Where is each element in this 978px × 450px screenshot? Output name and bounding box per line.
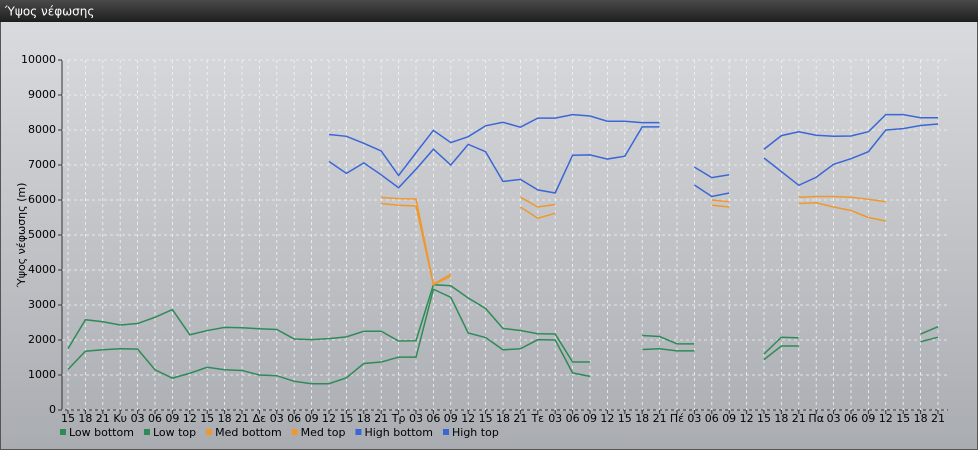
x-tick-label: 21 — [792, 412, 806, 425]
x-tick-label: 18 — [496, 412, 510, 425]
x-tick-label: Κυ — [113, 412, 127, 425]
chart-title: Ύψος νέφωσης — [4, 5, 94, 19]
x-tick-label: 09 — [305, 412, 319, 425]
x-tick-label: 09 — [583, 412, 597, 425]
x-tick-label: 12 — [600, 412, 614, 425]
x-tick-label: 06 — [705, 412, 719, 425]
y-tick-label: 8000 — [28, 123, 56, 136]
legend-label: Low bottom — [69, 426, 134, 439]
x-tick-label: 09 — [444, 412, 458, 425]
series-line — [67, 288, 939, 385]
x-tick-label: 21 — [235, 412, 249, 425]
y-tick-label: 3000 — [28, 298, 56, 311]
x-tick-label: 12 — [183, 412, 197, 425]
x-tick-label: 09 — [861, 412, 875, 425]
x-tick-label: 03 — [827, 412, 841, 425]
x-tick-label: 21 — [374, 412, 388, 425]
x-tick-label: 03 — [548, 412, 562, 425]
legend-label: High top — [452, 426, 499, 439]
x-tick-label: 18 — [914, 412, 928, 425]
x-tick-label: 12 — [322, 412, 336, 425]
x-tick-label: 03 — [270, 412, 284, 425]
x-tick-label: Δε — [253, 412, 267, 425]
x-tick-label: 18 — [78, 412, 92, 425]
x-tick-label: 18 — [357, 412, 371, 425]
y-axis-label: Ύψος νέφωσης (m) — [15, 183, 28, 289]
x-tick-label: 12 — [461, 412, 475, 425]
legend-marker — [443, 429, 449, 435]
y-tick-label: 2000 — [28, 333, 56, 346]
legend-marker — [206, 429, 213, 435]
x-tick-label: 15 — [200, 412, 214, 425]
x-tick-label: 15 — [618, 412, 632, 425]
x-tick-label: 15 — [896, 412, 910, 425]
x-tick-label: 03 — [131, 412, 145, 425]
legend-label: Low top — [153, 426, 196, 439]
x-tick-label: Πέ — [670, 412, 684, 425]
x-tick-label: 09 — [722, 412, 736, 425]
series-line — [381, 195, 886, 286]
x-tick-label: 21 — [931, 412, 945, 425]
y-tick-label: 0 — [49, 403, 56, 416]
legend-label: High bottom — [364, 426, 433, 439]
x-tick-label: 06 — [287, 412, 301, 425]
x-tick-label: 03 — [687, 412, 701, 425]
x-tick-label: 15 — [757, 412, 771, 425]
x-tick-label: 18 — [774, 412, 788, 425]
x-tick-label: Τε — [530, 412, 544, 425]
legend-marker — [355, 429, 362, 435]
y-tick-label: 9000 — [28, 88, 56, 101]
x-tick-label: 21 — [96, 412, 110, 425]
legend-label: Med bottom — [215, 426, 282, 439]
legend-marker — [291, 429, 298, 435]
x-tick-label: 18 — [635, 412, 649, 425]
x-tick-label: 21 — [513, 412, 527, 425]
x-tick-label: 06 — [844, 412, 858, 425]
y-tick-label: 7000 — [28, 158, 56, 171]
x-tick-label: Τρ — [391, 412, 406, 425]
x-tick-label: 12 — [879, 412, 893, 425]
x-tick-label: 03 — [409, 412, 423, 425]
x-tick-label: 09 — [165, 412, 179, 425]
title-bar — [0, 0, 978, 22]
x-tick-label: 15 — [479, 412, 493, 425]
y-tick-label: 6000 — [28, 193, 56, 206]
legend-marker — [143, 429, 150, 435]
y-tick-label: 4000 — [28, 263, 56, 276]
y-tick-label: 10000 — [21, 53, 56, 66]
series-line — [328, 123, 939, 198]
x-tick-label: 06 — [426, 412, 440, 425]
legend-marker — [60, 429, 66, 435]
x-tick-label: 06 — [566, 412, 580, 425]
legend-label: Med top — [301, 426, 346, 439]
x-tick-label: 21 — [653, 412, 667, 425]
y-tick-label: 5000 — [28, 228, 56, 241]
x-tick-label: 18 — [218, 412, 232, 425]
series-line — [381, 202, 886, 286]
x-tick-label: Πα — [808, 412, 824, 425]
x-tick-label: 12 — [740, 412, 754, 425]
x-tick-label: 06 — [148, 412, 162, 425]
series-line — [67, 283, 939, 363]
y-tick-label: 1000 — [28, 368, 56, 381]
x-tick-label: 15 — [339, 412, 353, 425]
series-line — [328, 113, 938, 179]
x-tick-label: 15 — [61, 412, 75, 425]
